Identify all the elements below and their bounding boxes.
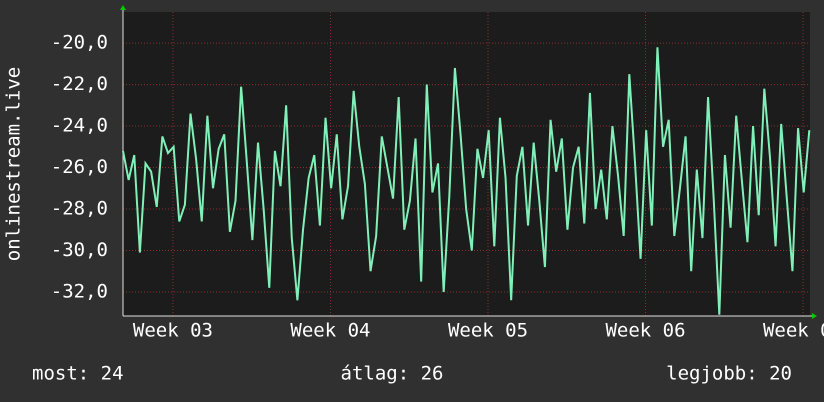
stat-now: most: 24 [32, 363, 124, 385]
y-tick-label: -22,0 [51, 73, 108, 95]
y-tick-label: -20,0 [51, 32, 108, 54]
x-tick-label: Week 04 [290, 320, 370, 342]
series-line [122, 47, 811, 315]
y-tick-label: -28,0 [51, 197, 108, 219]
x-tick-label: Week 03 [133, 320, 213, 342]
x-tick-label: Week 06 [605, 320, 685, 342]
y-axis-label: onlinestream.live [3, 67, 25, 261]
x-tick-label: Week 05 [448, 320, 528, 342]
y-tick-label: -32,0 [51, 280, 108, 302]
x-tick-label: Week 07 [763, 320, 824, 342]
y-axis-arrow [120, 5, 126, 10]
x-axis-arrow [812, 313, 817, 319]
y-tick-label: -26,0 [51, 156, 108, 178]
stat-max: legjobb: 20 [666, 363, 792, 385]
stat-avg: átlag: 26 [341, 363, 444, 385]
y-tick-label: -24,0 [51, 115, 108, 137]
y-tick-label: -30,0 [51, 239, 108, 261]
